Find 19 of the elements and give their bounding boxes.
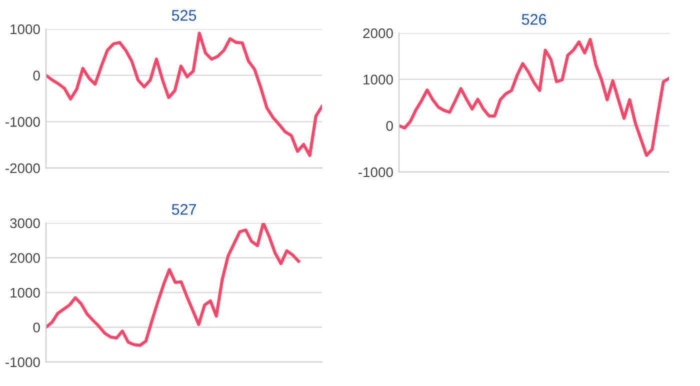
y-tick-label: 1000 [10,288,40,298]
y-tick-label: 1000 [10,24,40,34]
line-series [46,32,322,158]
y-tick-label: 2000 [10,253,40,263]
chart-title: 527 [172,204,196,215]
chart-title: 526 [522,14,546,25]
chart-title: 525 [172,10,196,21]
y-tick-label: -2000 [6,163,40,174]
y-tick-label: 0 [33,322,40,332]
y-tick-label: -1000 [6,357,40,368]
y-tick-label: 2000 [363,28,393,38]
line-series [399,38,669,157]
y-tick-label: -1000 [6,117,40,127]
y-tick-label: 1000 [364,74,393,85]
y-tick-label: 0 [386,121,393,131]
y-tick-label: 0 [33,70,40,81]
line-series [46,223,300,347]
y-tick-label: -1000 [358,167,393,178]
y-tick-label: 3000 [10,218,40,228]
